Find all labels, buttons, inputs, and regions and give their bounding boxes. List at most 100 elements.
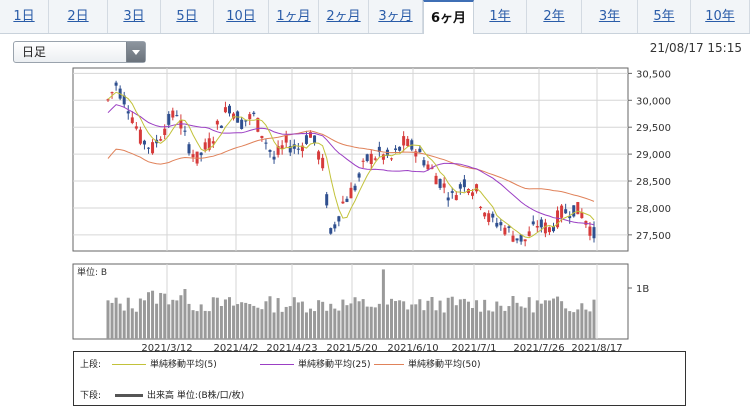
price-y-tick-label: 28,000 — [636, 204, 671, 215]
tab-period-12[interactable]: 5年 — [638, 0, 691, 33]
volume-bar — [454, 305, 458, 339]
chart-type-select[interactable]: 日足 — [13, 41, 146, 63]
candle-body — [543, 222, 547, 234]
candle-body — [126, 111, 130, 114]
volume-bar — [296, 302, 300, 339]
candle-body — [527, 231, 531, 237]
volume-bar — [155, 303, 159, 339]
volume-bar — [515, 302, 519, 339]
candle-body — [507, 226, 511, 228]
volume-bar — [535, 300, 539, 339]
candle-body — [228, 105, 231, 114]
tab-period-6[interactable]: 2ヶ月 — [319, 0, 369, 33]
tab-period-11[interactable]: 3年 — [582, 0, 638, 33]
candle-body — [284, 134, 288, 143]
chevron-down-icon[interactable] — [126, 42, 145, 62]
candle-body — [256, 117, 260, 132]
volume-bar — [568, 311, 572, 339]
volume-bar — [458, 299, 462, 339]
tab-period-10[interactable]: 2年 — [527, 0, 582, 33]
volume-bar — [215, 297, 219, 339]
candle-body — [337, 216, 341, 222]
volume-bar — [199, 304, 203, 339]
tab-period-9[interactable]: 1年 — [474, 0, 527, 33]
candle-body — [296, 148, 300, 150]
volume-bar — [110, 302, 114, 339]
volume-bar — [248, 304, 252, 339]
volume-bar — [345, 305, 349, 339]
volume-bar — [511, 296, 515, 339]
volume-bar — [223, 299, 227, 339]
legend-item-ma5: 単純移動平均(5) — [112, 357, 217, 370]
tab-period-5[interactable]: 1ヶ月 — [269, 0, 319, 33]
tab-period-7[interactable]: 3ヶ月 — [369, 0, 423, 33]
volume-unit-label: 単位: B — [77, 266, 107, 278]
candle-body — [167, 113, 171, 125]
candle-body — [483, 212, 487, 217]
volume-bar — [325, 310, 329, 339]
volume-bar — [394, 301, 398, 339]
candle-body — [191, 154, 195, 158]
volume-bar — [159, 292, 163, 339]
candle-body — [187, 144, 191, 154]
candle-body — [394, 148, 398, 150]
candle-body — [584, 220, 588, 225]
volume-bar — [588, 311, 592, 339]
candle-body — [531, 221, 535, 225]
tab-period-4[interactable]: 10日 — [214, 0, 269, 33]
volume-bar — [232, 305, 236, 339]
candle-body — [309, 132, 312, 138]
volume-bar — [503, 310, 507, 339]
volume-bar — [114, 297, 118, 339]
candle-body — [426, 164, 430, 170]
volume-bar — [207, 311, 211, 339]
candle-body — [535, 226, 539, 228]
volume-bar — [244, 302, 248, 339]
ma25-line — [107, 104, 595, 226]
volume-bar — [122, 310, 126, 339]
volume-bar — [446, 297, 450, 339]
volume-bar — [106, 300, 110, 339]
volume-bar — [572, 312, 576, 339]
candle-body — [349, 187, 353, 199]
volume-bar — [292, 297, 296, 339]
candle-body — [539, 219, 543, 228]
volume-bar — [543, 300, 547, 339]
tab-period-8[interactable]: 6ヶ月 — [423, 0, 474, 34]
volume-bar — [183, 289, 187, 339]
tab-period-0[interactable]: 1日 — [0, 0, 49, 33]
candle-body — [511, 235, 515, 242]
tab-period-1[interactable]: 2日 — [49, 0, 108, 33]
candle-body — [523, 239, 527, 242]
chart-type-select-value: 日足 — [22, 45, 47, 59]
candle-body — [547, 227, 551, 233]
volume-bar — [219, 305, 223, 339]
volume-bar — [381, 269, 385, 339]
candle-body — [377, 146, 381, 153]
x-tick-label: 2021/7/1 — [452, 343, 497, 354]
candle-body — [345, 198, 349, 202]
candle-body — [560, 205, 564, 218]
candle-body — [248, 114, 252, 120]
candle-body — [268, 150, 272, 152]
volume-bar — [179, 295, 183, 339]
candle-body — [321, 157, 325, 169]
volume-bar — [580, 303, 584, 339]
candle-body — [175, 115, 179, 117]
candle-body — [252, 112, 256, 115]
candle-body — [151, 142, 155, 154]
candle-body — [471, 192, 474, 196]
candle-body — [475, 184, 479, 192]
volume-bar — [552, 298, 555, 339]
tab-period-3[interactable]: 5日 — [161, 0, 214, 33]
tab-period-2[interactable]: 3日 — [108, 0, 161, 33]
volume-bar — [236, 304, 240, 339]
volume-bar — [252, 305, 256, 339]
volume-bar — [519, 306, 523, 339]
legend-text-volume: 出来高 単位:(B株/口/枚) — [147, 391, 245, 401]
volume-bar — [495, 301, 499, 339]
volume-bar — [228, 297, 231, 339]
candle-body — [159, 139, 163, 141]
candle-body — [304, 135, 308, 144]
volume-bar — [317, 300, 321, 339]
